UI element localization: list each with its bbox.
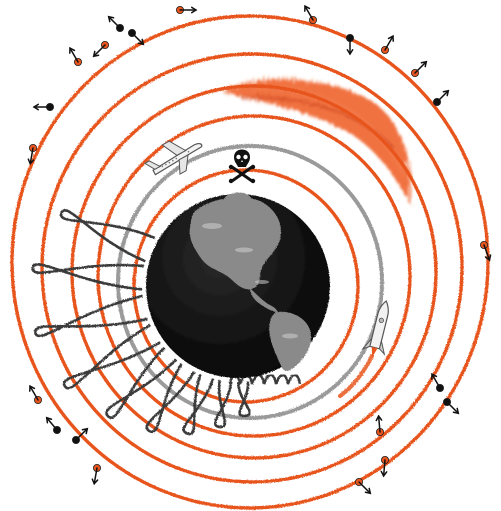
direction-arrow-icon	[75, 427, 89, 441]
orbit-loop	[34, 294, 149, 338]
direction-arrow-icon	[414, 60, 428, 74]
satellite-dot-icon	[431, 372, 444, 392]
skull-crossbones-icon	[228, 149, 256, 184]
continent-south-america	[269, 311, 312, 371]
earth-globe-icon	[146, 192, 330, 378]
satellite-dot-icon	[410, 60, 428, 78]
orbit-loop	[31, 263, 145, 291]
gray-orbit-ring	[116, 144, 384, 420]
direction-arrow-icon	[29, 147, 34, 165]
satellite-dot-icon	[175, 6, 198, 14]
satellite-dot-icon	[91, 463, 102, 486]
satellite-dot-icon	[32, 103, 55, 112]
orbit-loop	[213, 380, 233, 429]
orbit-ring	[70, 84, 438, 460]
satellite-dot-icon	[27, 143, 37, 166]
orbit-ring	[40, 52, 464, 484]
direction-arrow-icon	[483, 244, 491, 261]
direction-arrow-icon	[446, 401, 460, 415]
direction-arrow-icon	[107, 15, 121, 29]
satellite-dot-icon	[432, 89, 450, 107]
direction-arrow-icon	[436, 89, 450, 103]
orbit-loop	[145, 362, 196, 434]
direction-arrow-icon	[358, 481, 372, 495]
direction-arrow-icon	[69, 47, 79, 63]
satellite-dot-icon	[92, 41, 110, 58]
satellite-dot-icon	[380, 455, 389, 478]
continent-north-america	[189, 197, 282, 290]
orbit-loop	[62, 323, 161, 390]
satellite-dot-icon	[304, 4, 317, 24]
direction-arrow-icon	[377, 415, 381, 433]
satellite-dot-icon	[354, 477, 372, 495]
orbit-ring	[96, 114, 412, 438]
direction-arrow-icon	[304, 5, 314, 21]
direction-arrow-icon	[131, 32, 145, 46]
satellite-dot-icon	[375, 414, 384, 436]
orbit-loop	[182, 373, 215, 436]
satellite-dot-icon	[72, 427, 89, 444]
direction-arrow-icon	[45, 416, 58, 431]
direction-arrow-icon	[384, 35, 394, 51]
satellite-dot-icon	[107, 15, 125, 32]
rocket-exhaust-trail	[338, 354, 374, 398]
rocket-icon	[361, 300, 389, 358]
orbit-ring	[10, 14, 490, 510]
satellite-dot-icon	[442, 397, 460, 415]
direction-arrow-icon	[431, 373, 441, 389]
orbit-loop	[105, 346, 178, 419]
continent-greenland	[224, 192, 252, 209]
satellite-dot-icon	[127, 28, 145, 46]
satellite-dot-icon	[345, 34, 354, 56]
satellite-dot-icon	[29, 384, 43, 404]
direction-arrow-icon	[92, 44, 106, 58]
continent-central-america	[250, 288, 278, 312]
direction-arrow-icon	[93, 467, 98, 485]
airplane-icon	[143, 140, 203, 176]
orbit-loop	[236, 381, 252, 418]
satellites	[27, 4, 492, 495]
orbit-loop-wiggle	[228, 373, 302, 385]
orbit-loop	[60, 209, 156, 263]
direction-arrow-icon	[382, 459, 386, 477]
satellite-dot-icon	[69, 46, 83, 67]
satellite-dot-icon	[380, 34, 394, 55]
direction-arrow-icon	[29, 385, 39, 401]
satellite-dot-icon	[45, 416, 62, 434]
orbit-loops	[31, 209, 302, 436]
satellite-dot-icon	[479, 240, 492, 262]
